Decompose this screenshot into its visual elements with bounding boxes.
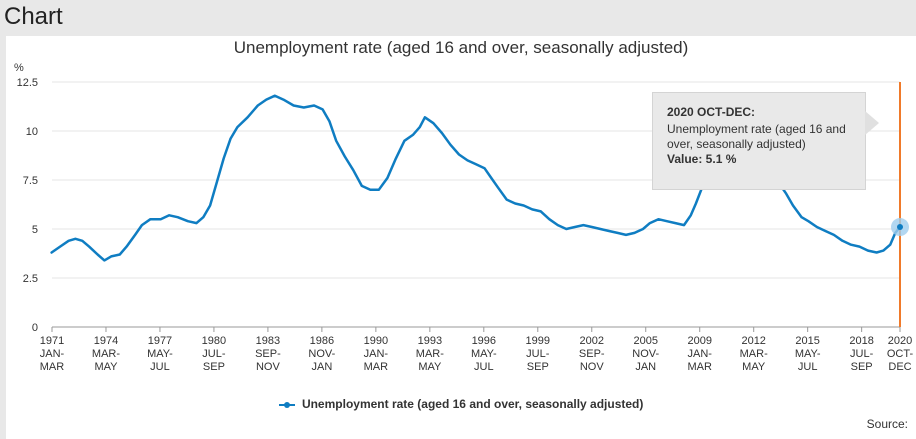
x-tick-period: NOV	[256, 361, 281, 373]
x-tick-period: JUL-	[850, 348, 874, 360]
x-tick-year: 2015	[795, 335, 819, 347]
y-tick-label: 12.5	[17, 77, 38, 89]
tooltip-value: Value: 5.1 %	[667, 152, 737, 166]
x-tick-year: 1993	[418, 335, 442, 347]
hover-point	[897, 224, 903, 231]
x-tick-period: SEP	[851, 361, 873, 373]
x-tick-year: 1990	[364, 335, 388, 347]
x-tick-period: MAY-	[795, 348, 821, 360]
x-tick-label: 2020 OCT-DEC	[887, 335, 914, 373]
x-tick-period: NOV	[580, 361, 605, 373]
x-tick-label: 2018 JUL-SEP	[849, 335, 873, 373]
x-tick-period: SEP	[527, 361, 549, 373]
data-tooltip: 2020 OCT-DEC: Unemployment rate (aged 16…	[652, 92, 879, 190]
legend[interactable]: Unemployment rate (aged 16 and over, sea…	[6, 397, 916, 411]
y-tick-label: 0	[32, 322, 38, 334]
x-tick-period: JAN	[311, 361, 332, 373]
x-tick-period: MAR-	[740, 348, 768, 360]
source-label: Source:	[866, 417, 908, 431]
x-tick-period: JAN-	[687, 348, 712, 360]
x-tick-label: 1986 NOV-JAN	[308, 335, 335, 373]
x-tick-label: 2002 SEP-NOV	[579, 335, 605, 373]
x-tick-period: MAY-	[471, 348, 497, 360]
tooltip-heading-colon: :	[751, 105, 756, 119]
x-tick-year: 1980	[202, 335, 226, 347]
x-tick-year: 2018	[849, 335, 873, 347]
x-tick-period: SEP-	[579, 348, 605, 360]
x-tick-year: 1974	[94, 335, 118, 347]
x-tick-label: 1971 JAN-MAR	[40, 335, 65, 373]
x-tick-period: JAN	[635, 361, 656, 373]
x-tick-year: 1977	[148, 335, 172, 347]
x-tick-period: OCT-	[887, 348, 914, 360]
y-tick-label: 7.5	[23, 175, 38, 187]
y-tick-label: 10	[26, 126, 38, 138]
x-tick-label: 1990 JAN-MAR	[364, 335, 389, 373]
x-tick-period: MAY	[418, 361, 442, 373]
x-tick-period: JUL	[474, 361, 494, 373]
x-tick-label: 2015 MAY-JUL	[795, 335, 821, 373]
x-tick-year: 1999	[526, 335, 550, 347]
x-tick-label: 1996 MAY-JUL	[471, 335, 497, 373]
x-tick-year: 1983	[256, 335, 280, 347]
x-tick-label: 1974 MAR-MAY	[92, 335, 120, 373]
x-tick-period: JAN-	[40, 348, 65, 360]
tooltip-series-label: Unemployment rate (aged 16 and over, sea…	[667, 122, 846, 151]
legend-label: Unemployment rate (aged 16 and over, sea…	[301, 397, 644, 411]
x-tick-label: 1977 MAY-JUL	[147, 335, 173, 373]
highlight-layer	[891, 82, 909, 327]
y-axis-unit-label: %	[14, 62, 24, 74]
x-tick-period: JUL-	[202, 348, 226, 360]
x-tick-period: JAN-	[364, 348, 389, 360]
chart-title: Unemployment rate (aged 16 and over, sea…	[233, 38, 689, 57]
x-tick-year: 2002	[580, 335, 604, 347]
x-tick-year: 1996	[472, 335, 496, 347]
y-tick-label: 5	[32, 224, 38, 236]
x-tick-period: MAR-	[92, 348, 120, 360]
x-tick-period: MAY-	[147, 348, 173, 360]
panel-title: Chart	[4, 3, 63, 30]
x-tick-year: 2020	[888, 335, 912, 347]
x-tick-period: MAR	[40, 361, 65, 373]
x-tick-label: 1999 JUL-SEP	[526, 335, 550, 373]
x-tick-period: MAY	[742, 361, 766, 373]
x-tick-label: 2012 MAR-MAY	[740, 335, 768, 373]
x-tick-period: JUL	[150, 361, 170, 373]
tooltip-heading: 2020 OCT-DEC:	[667, 105, 851, 120]
x-tick-period: JUL	[798, 361, 818, 373]
x-tick-period: DEC	[888, 361, 911, 373]
x-tick-period: NOV-	[308, 348, 335, 360]
x-tick-period: JUL-	[526, 348, 550, 360]
x-tick-period: MAR	[364, 361, 389, 373]
x-tick-period: MAR-	[416, 348, 444, 360]
x-tick-year: 2005	[633, 335, 657, 347]
x-tick-year: 1986	[310, 335, 334, 347]
x-tick-label: 2009 JAN-MAR	[687, 335, 712, 373]
tooltip-period: 2020 OCT-DEC	[667, 105, 752, 119]
x-tick-period: MAR	[687, 361, 712, 373]
x-tick-label: 1983 SEP-NOV	[255, 335, 281, 373]
x-tick-period: MAY	[94, 361, 118, 373]
x-tick-year: 1971	[40, 335, 64, 347]
chart-card: Unemployment rate (aged 16 and over, sea…	[6, 36, 916, 439]
x-tick-year: 2012	[741, 335, 765, 347]
x-tick-label: 1993 MAR-MAY	[416, 335, 444, 373]
x-tick-year: 2009	[687, 335, 711, 347]
x-tick-period: NOV-	[632, 348, 659, 360]
x-tick-period: SEP-	[255, 348, 281, 360]
x-tick-label: 1980 JUL-SEP	[202, 335, 226, 373]
y-tick-label: 2.5	[23, 273, 38, 285]
legend-marker-icon	[278, 401, 295, 408]
x-tick-period: SEP	[203, 361, 225, 373]
x-tick-label: 2005 NOV-JAN	[632, 335, 659, 373]
